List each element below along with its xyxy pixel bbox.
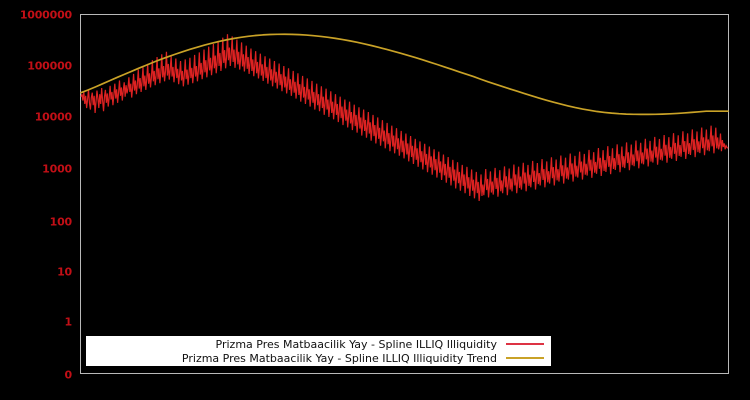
legend-label-illiquidity: Prizma Pres Matbaacilik Yay - Spline ILL… [215,337,497,351]
y-tick-label-0: 0 [64,368,73,382]
legend-swatch-illiquidity-trend [506,357,544,359]
series-line-illiquidity [80,34,729,201]
y-tick-label-1: 1 [64,315,73,329]
chart-legend: Prizma Pres Matbaacilik Yay - Spline ILL… [86,336,551,366]
legend-entry-illiquidity-trend: Prizma Pres Matbaacilik Yay - Spline ILL… [87,351,550,365]
legend-entry-illiquidity: Prizma Pres Matbaacilik Yay - Spline ILL… [87,337,550,351]
y-tick-label-1000: 1000 [42,162,72,176]
y-tick-label-100: 100 [49,215,73,229]
y-tick-label-1000000: 1000000 [19,8,72,22]
y-tick-label-10000: 10000 [34,110,72,124]
legend-label-illiquidity-trend: Prizma Pres Matbaacilik Yay - Spline ILL… [181,351,497,365]
y-tick-label-100000: 100000 [27,59,72,73]
plot-area [80,14,729,374]
series-group [80,33,729,201]
series-line-illiquidity-trend [80,33,729,116]
legend-swatch-illiquidity [506,343,544,345]
y-tick-label-10: 10 [57,265,72,279]
